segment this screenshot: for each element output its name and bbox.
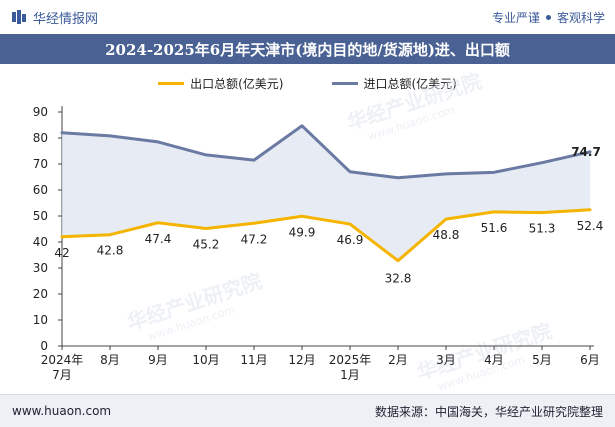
series-line-import [60,124,592,180]
data-label-export: 52.4 [577,219,604,233]
legend: 出口总额(亿美元) 进口总额(亿美元) [0,71,615,95]
brand-name: 华经情报网 [33,11,99,27]
legend-swatch-import [331,81,358,85]
x-tick-label: 12月 [288,353,315,367]
brand-logo-icon [12,10,26,24]
y-tick-label: 90 [33,105,48,119]
x-tick-label: 6月 [580,353,600,367]
chart-title: 2024-2025年6月年天津市(境内目的地/货源地)进、出口额 [0,34,615,64]
series-line-export [60,208,592,263]
data-label-export: 49.9 [289,225,316,239]
y-tick-label: 40 [33,235,48,249]
slogan-right: 客观科学 [556,10,605,25]
x-tick-label: 4月 [484,353,504,367]
x-tick-label: 2024年 7月 [41,353,84,382]
data-label-export: 47.4 [145,232,172,246]
data-label-export: 48.8 [433,228,460,242]
data-label-export: 47.2 [241,232,268,246]
legend-item-export: 出口总额(亿美元) [158,75,284,92]
data-label-export: 42.8 [97,244,124,258]
legend-swatch-export [158,81,185,85]
y-tick-label: 60 [33,183,48,197]
area-between-series [62,125,590,261]
footer-url: www.huaon.com [12,404,112,418]
slogan: 专业严谨 客观科学 [492,9,605,26]
y-tick-label: 0 [40,339,48,353]
y-tick-label: 20 [33,287,48,301]
slogan-dot-icon [545,14,551,20]
y-tick-label: 70 [33,157,48,171]
y-tick-label: 30 [33,261,48,275]
y-tick-label: 50 [33,209,48,223]
legend-item-import: 进口总额(亿美元) [331,75,457,92]
x-tick-label: 2月 [388,353,408,367]
data-label-export: 46.9 [337,233,364,247]
x-tick-label: 9月 [148,353,168,367]
line-chart: 华经产业研究院www.huaon.com华经产业研究院www.huaon.com… [33,69,604,394]
footer: www.huaon.com 数据来源：中国海关，华经产业研究院整理 [0,394,615,427]
x-tick-label: 5月 [532,353,552,367]
data-label-import: 74.7 [571,145,601,159]
x-tick-label: 3月 [436,353,456,367]
y-tick-label: 80 [33,131,48,145]
data-label-export: 45.2 [193,237,220,251]
x-tick-label: 11月 [240,353,267,367]
brand: 华经情报网 [12,8,98,27]
data-label-export: 51.3 [529,222,556,236]
x-tick-label: 10月 [192,353,219,367]
legend-label-export: 出口总额(亿美元) [190,76,284,91]
y-tick-label: 10 [33,313,48,327]
top-bar: 华经情报网 专业严谨 客观科学 [0,0,615,34]
data-label-export: 51.6 [481,221,508,235]
x-tick-label: 8月 [100,353,120,367]
slogan-left: 专业严谨 [491,10,540,25]
footer-source: 数据来源：中国海关，华经产业研究院整理 [374,404,603,419]
data-label-export: 32.8 [385,272,412,286]
legend-label-import: 进口总额(亿美元) [363,76,457,91]
data-label-export: 42 [54,246,69,260]
x-tick-label: 2025年 1月 [329,353,372,382]
